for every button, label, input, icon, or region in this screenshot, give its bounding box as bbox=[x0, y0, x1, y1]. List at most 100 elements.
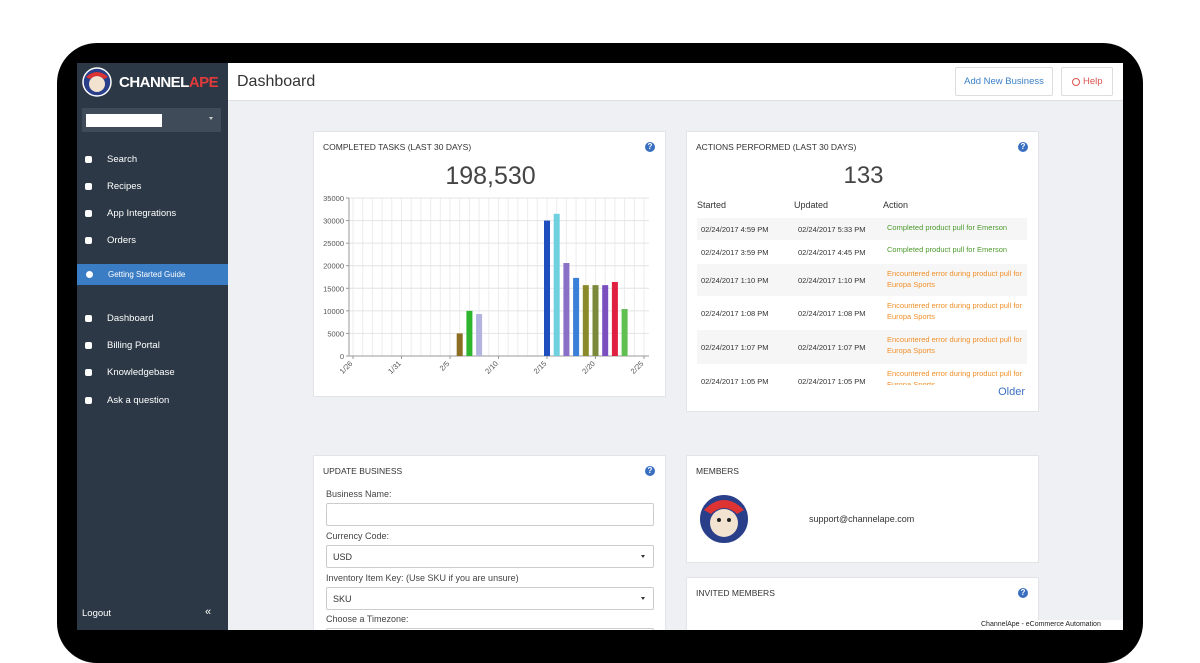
nav-item[interactable]: Search bbox=[107, 154, 138, 165]
bar bbox=[476, 314, 483, 356]
action-date: 02/24/2017 4:59 PM bbox=[701, 225, 769, 234]
page: CHANNELAPE Search Recipes App Integrations… bbox=[57, 43, 1143, 663]
guide-bar[interactable]: Getting Started Guide bbox=[77, 264, 228, 285]
action-text: Encountered error during product pull fo… bbox=[887, 369, 1023, 385]
nav-item[interactable]: App Integrations bbox=[107, 208, 177, 219]
bar bbox=[544, 220, 550, 356]
field-label: Business Name: bbox=[326, 489, 392, 499]
action-date: 02/24/2017 1:08 PM bbox=[701, 309, 769, 318]
action-date: 02/24/2017 5:33 PM bbox=[798, 225, 866, 234]
brand: CHANNELAPE bbox=[119, 74, 219, 91]
help-button[interactable]: Help bbox=[1061, 67, 1113, 96]
action-row: 02/24/2017 4:59 PM 02/24/2017 5:33 PM Comp… bbox=[697, 218, 1027, 240]
nav-icon bbox=[85, 397, 92, 404]
add-business-button[interactable]: Add New Business bbox=[955, 67, 1053, 96]
update-title: UPDATE BUSINESS bbox=[323, 466, 403, 476]
action-row: 02/24/2017 1:08 PM 02/24/2017 1:08 PM Enco… bbox=[697, 296, 1027, 330]
header: Dashboard Add New Business Help bbox=[228, 63, 1123, 101]
column-header: Updated bbox=[794, 200, 829, 210]
y-tick-label: 10000 bbox=[323, 307, 344, 316]
header-title: Dashboard bbox=[237, 73, 316, 90]
action-date: 02/24/2017 1:07 PM bbox=[798, 343, 866, 352]
x-tick-label: 2/15 bbox=[532, 359, 549, 376]
caret bbox=[641, 555, 645, 558]
screen: CHANNELAPE Search Recipes App Integrations… bbox=[77, 63, 1123, 630]
nav-item[interactable]: Dashboard bbox=[107, 313, 154, 324]
bar bbox=[456, 333, 463, 356]
logout[interactable]: Logout bbox=[82, 608, 112, 619]
nav-item[interactable]: Ask a question bbox=[107, 395, 170, 406]
nav-item[interactable]: Knowledgebase bbox=[107, 367, 175, 378]
help-icon[interactable]: ? bbox=[645, 466, 655, 476]
text-input[interactable] bbox=[326, 503, 654, 526]
column-header: Action bbox=[883, 200, 909, 210]
nav-icon bbox=[85, 369, 92, 376]
action-text: Encountered error during product pull fo… bbox=[887, 335, 1023, 355]
field-label: Choose a Timezone: bbox=[326, 614, 409, 624]
nav-item[interactable]: Recipes bbox=[107, 181, 142, 192]
tasks-chart: 0 5000 10000 15000 20000 25000 30000 35000 1/26 1… bbox=[323, 194, 649, 376]
actions-table: Started Updated Action 02/24/2017 4:59 PM 02… bbox=[697, 194, 1027, 385]
action-date: 02/24/2017 1:08 PM bbox=[798, 309, 866, 318]
bar bbox=[582, 285, 589, 356]
action-date: 02/24/2017 1:07 PM bbox=[701, 343, 769, 352]
action-date: 02/24/2017 1:05 PM bbox=[798, 377, 866, 385]
nav-item[interactable]: Billing Portal bbox=[107, 340, 160, 351]
select-input[interactable]: USD bbox=[326, 545, 654, 568]
member-avatar bbox=[698, 493, 750, 545]
y-tick-label: 35000 bbox=[323, 194, 344, 203]
y-tick-label: 25000 bbox=[323, 239, 344, 248]
actions-panel: ACTIONS PERFORMED (LAST 30 DAYS) ? 133 S… bbox=[686, 131, 1039, 412]
logo bbox=[82, 67, 112, 97]
members-title: MEMBERS bbox=[696, 466, 739, 476]
business-select-value bbox=[86, 114, 162, 127]
actions-title: ACTIONS PERFORMED (LAST 30 DAYS) bbox=[696, 142, 857, 152]
brand-ape: APE bbox=[188, 74, 219, 91]
bar bbox=[563, 263, 570, 356]
y-tick-label: 0 bbox=[340, 352, 344, 361]
select-input[interactable] bbox=[326, 628, 654, 630]
member-email: support@channelape.com bbox=[809, 514, 915, 524]
help-icon[interactable]: ? bbox=[645, 142, 655, 152]
help-button-label: Help bbox=[1083, 76, 1103, 87]
column-header: Started bbox=[697, 200, 727, 210]
guide-label: Getting Started Guide bbox=[108, 270, 186, 279]
x-tick-label: 1/31 bbox=[386, 359, 403, 376]
footer-text: ChannelApe - eCommerce Automation bbox=[981, 621, 1101, 628]
action-text: Completed product pull for Emerson bbox=[887, 223, 1008, 232]
bar bbox=[573, 277, 580, 356]
action-date: 02/24/2017 1:05 PM bbox=[701, 377, 769, 385]
help-icon[interactable]: ? bbox=[1018, 588, 1028, 598]
x-tick-label: 2/10 bbox=[483, 359, 500, 376]
nav-icon bbox=[85, 156, 92, 163]
action-row: 02/24/2017 3:59 PM 02/24/2017 4:45 PM Comp… bbox=[697, 240, 1027, 264]
caret bbox=[641, 597, 645, 600]
action-date: 02/24/2017 1:10 PM bbox=[701, 276, 769, 285]
bar bbox=[602, 285, 609, 356]
action-row: 02/24/2017 1:05 PM 02/24/2017 1:05 PM Enco… bbox=[697, 364, 1027, 385]
help-icon[interactable]: ? bbox=[1018, 142, 1028, 152]
nav-icon bbox=[85, 342, 92, 349]
select-value: SKU bbox=[333, 594, 352, 604]
bar bbox=[553, 213, 560, 356]
invited-title: INVITED MEMBERS bbox=[696, 588, 775, 598]
y-tick-label: 20000 bbox=[323, 262, 344, 271]
action-row: 02/24/2017 1:07 PM 02/24/2017 1:07 PM Enco… bbox=[697, 330, 1027, 364]
action-date: 02/24/2017 4:45 PM bbox=[798, 248, 866, 257]
x-tick-label: 2/5 bbox=[438, 359, 452, 373]
bar bbox=[611, 281, 618, 356]
older-link[interactable]: Older bbox=[998, 386, 1025, 398]
x-tick-label: 2/20 bbox=[580, 359, 597, 376]
field-label: Inventory Item Key: (Use SKU if you are … bbox=[326, 573, 519, 583]
action-text: Encountered error during product pull fo… bbox=[887, 301, 1023, 321]
bar bbox=[592, 285, 599, 356]
collapse[interactable]: « bbox=[205, 606, 212, 618]
y-tick-label: 5000 bbox=[327, 329, 344, 338]
business-select[interactable] bbox=[82, 108, 221, 132]
field-label: Currency Code: bbox=[326, 531, 390, 541]
nav-item[interactable]: Orders bbox=[107, 235, 137, 246]
select-input[interactable]: SKU bbox=[326, 587, 654, 610]
nav-icon bbox=[85, 237, 92, 244]
add-business-label: Add New Business bbox=[964, 76, 1044, 87]
y-tick-label: 15000 bbox=[323, 284, 344, 293]
